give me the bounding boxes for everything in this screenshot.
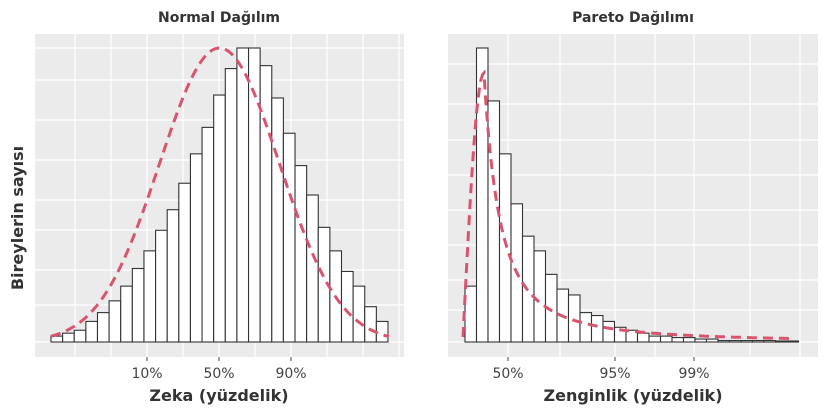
histogram-bar [590, 314, 604, 343]
histogram-bar [96, 312, 110, 343]
tick-label-90: 90% [275, 366, 306, 382]
histogram-bar [271, 97, 284, 343]
y-axis-label: Bireylerin sayısı [8, 146, 27, 290]
histogram-bar [728, 339, 742, 343]
histogram-bar [62, 332, 75, 343]
histogram-bar [259, 65, 273, 343]
histogram-bar [648, 335, 662, 343]
histogram-bar [85, 320, 99, 343]
normal-histogram-bars [50, 47, 389, 343]
histogram-bar [659, 335, 673, 343]
tick-label-99: 99% [678, 366, 709, 382]
histogram-bar [774, 340, 788, 343]
histogram-bar [740, 339, 754, 343]
histogram-bar [786, 340, 800, 343]
pareto-x-ticks: 50% 95% 99% [492, 357, 710, 382]
histogram-bar [166, 209, 180, 343]
histogram-bar [682, 337, 696, 343]
histogram-bar [751, 339, 765, 343]
normal-x-ticks: 10% 50% 90% [131, 357, 307, 382]
histogram-bar [636, 332, 650, 343]
histogram-bar [189, 153, 203, 343]
histogram-bar [602, 320, 616, 343]
histogram-bar [340, 270, 354, 343]
histogram-bar [178, 182, 191, 343]
histogram-bar [201, 126, 215, 343]
histogram-bar [533, 250, 547, 343]
histogram-bar [73, 329, 87, 343]
histogram-bar [120, 285, 133, 343]
histogram-bar [224, 68, 238, 343]
histogram-bar [306, 194, 319, 343]
histogram-bar [143, 250, 157, 343]
histogram-bar [498, 153, 512, 343]
pareto-chart-title: Pareto Dağılımı [572, 10, 694, 26]
histogram-bar [763, 339, 777, 343]
histogram-bar [705, 338, 719, 343]
normal-chart-title: Normal Dağılım [158, 10, 280, 26]
histogram-bar [155, 229, 168, 343]
tick-label-10: 10% [131, 366, 162, 382]
histogram-bar [294, 165, 308, 343]
histogram-bar [131, 267, 145, 343]
histogram-bar [464, 285, 478, 343]
histogram-bar [352, 285, 366, 343]
histogram-bar [694, 338, 708, 343]
tick-label-95: 95% [599, 366, 630, 382]
tick-label-50: 50% [492, 366, 523, 382]
histogram-bar [282, 132, 296, 343]
histogram-bar [567, 294, 581, 343]
histogram-bar [236, 47, 250, 343]
pareto-panel: Pareto Dağılımı 50% 95% 99% Zenginlik (y… [448, 10, 818, 405]
normal-x-axis-label: Zeka (yüzdelik) [149, 386, 288, 405]
pareto-x-axis-label: Zenginlik (yüzdelik) [543, 386, 722, 405]
histogram-bar [213, 94, 226, 343]
histogram-bar [717, 339, 731, 343]
pareto-density-curve [461, 69, 790, 340]
histogram-bar [108, 300, 122, 343]
histogram-bar [671, 337, 685, 343]
histogram-bar [579, 312, 593, 343]
tick-label-50: 50% [203, 366, 234, 382]
histogram-bar [364, 306, 377, 343]
normal-panel: Normal Dağılım 10% 50% 90% Zeka (yüzdeli… [35, 10, 404, 405]
